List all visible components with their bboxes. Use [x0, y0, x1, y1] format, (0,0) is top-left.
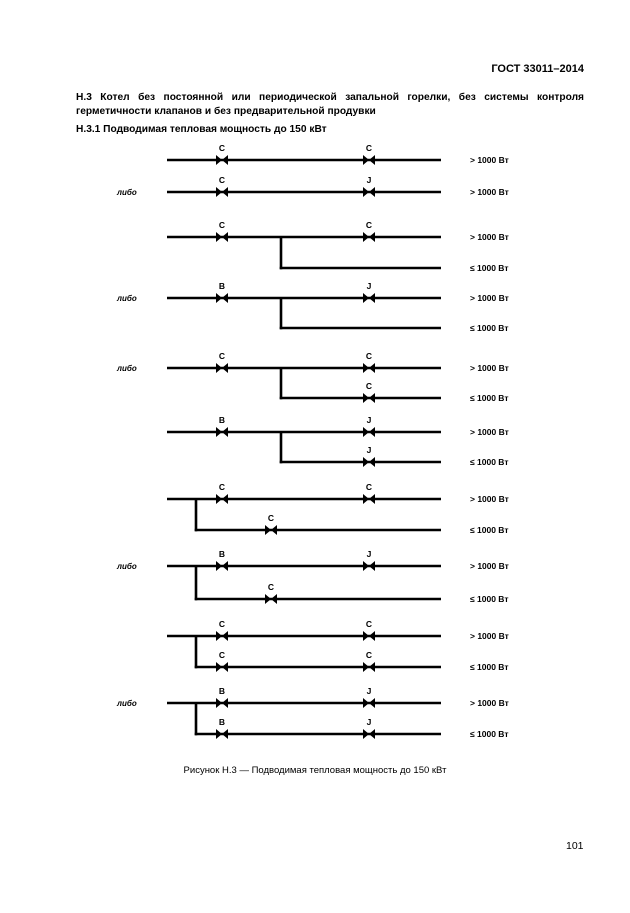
alt-label: либо — [116, 699, 137, 708]
power-label-low: ≤ 1000 Вт — [470, 393, 509, 403]
power-label-low: ≤ 1000 Вт — [470, 594, 509, 604]
valve-label: J — [367, 175, 372, 185]
valve-icon — [363, 427, 375, 437]
alt-label: либо — [116, 294, 137, 303]
valve-icon — [216, 187, 228, 197]
valve-icon — [216, 155, 228, 165]
valve-label: C — [366, 619, 372, 629]
valve-icon — [216, 232, 228, 242]
power-label-high: > 1000 Вт — [470, 187, 509, 197]
valve-label: C — [366, 482, 372, 492]
valve-label: B — [219, 415, 225, 425]
valve-icon — [363, 698, 375, 708]
valve-icon — [216, 698, 228, 708]
valve-label: J — [367, 415, 372, 425]
valve-icon — [216, 427, 228, 437]
power-label-low: ≤ 1000 Вт — [470, 729, 509, 739]
valve-icon — [363, 232, 375, 242]
valve-label: C — [366, 650, 372, 660]
valve-label: C — [219, 220, 225, 230]
power-label-high: > 1000 Вт — [470, 155, 509, 165]
power-label-low: ≤ 1000 Вт — [470, 263, 509, 273]
valve-label: C — [268, 513, 274, 523]
valve-label: J — [367, 717, 372, 727]
valve-icon — [216, 631, 228, 641]
valve-label: C — [219, 619, 225, 629]
valve-icon — [216, 662, 228, 672]
valve-icon — [363, 662, 375, 672]
power-label-high: > 1000 Вт — [470, 494, 509, 504]
power-label-high: > 1000 Вт — [470, 427, 509, 437]
valve-label: C — [366, 351, 372, 361]
valve-icon — [265, 594, 277, 604]
valve-icon — [363, 729, 375, 739]
valve-icon — [216, 561, 228, 571]
valve-label: C — [268, 582, 274, 592]
valve-label: B — [219, 281, 225, 291]
valve-label: C — [366, 220, 372, 230]
power-label-low: ≤ 1000 Вт — [470, 662, 509, 672]
valve-icon — [363, 631, 375, 641]
power-label-high: > 1000 Вт — [470, 232, 509, 242]
subsection-heading: Н.3.1 Подводимая тепловая мощность до 15… — [76, 124, 327, 135]
valve-label: C — [219, 175, 225, 185]
power-label-high: > 1000 Вт — [470, 631, 509, 641]
valve-label: C — [219, 143, 225, 153]
valve-label: B — [219, 717, 225, 727]
valve-label: C — [366, 143, 372, 153]
valve-icon — [363, 187, 375, 197]
valve-icon — [265, 525, 277, 535]
power-label-high: > 1000 Вт — [470, 293, 509, 303]
valve-label: B — [219, 549, 225, 559]
power-label-high: > 1000 Вт — [470, 561, 509, 571]
power-label-low: ≤ 1000 Вт — [470, 525, 509, 535]
document-id: ГОСТ 33011–2014 — [491, 63, 584, 75]
valve-icon — [363, 457, 375, 467]
valve-icon — [216, 729, 228, 739]
valve-label: J — [367, 445, 372, 455]
valve-label: C — [219, 482, 225, 492]
power-label-high: > 1000 Вт — [470, 363, 509, 373]
power-label-low: ≤ 1000 Вт — [470, 323, 509, 333]
valve-label: C — [219, 351, 225, 361]
valve-label: B — [219, 686, 225, 696]
alt-label: либо — [116, 364, 137, 373]
section-heading: Н.3 Котел без постоянной или периодическ… — [76, 92, 584, 117]
valve-icon — [363, 561, 375, 571]
figure-caption: Рисунок Н.3 — Подводимая тепловая мощнос… — [183, 765, 447, 776]
valve-icon — [216, 363, 228, 373]
valve-label: C — [219, 650, 225, 660]
valve-label: J — [367, 281, 372, 291]
valve-icon — [363, 393, 375, 403]
alt-label: либо — [116, 188, 137, 197]
valve-icon — [363, 494, 375, 504]
valve-label: C — [366, 381, 372, 391]
page-number: 101 — [566, 840, 584, 852]
valve-label: J — [367, 549, 372, 559]
valve-icon — [216, 293, 228, 303]
power-label-low: ≤ 1000 Вт — [470, 457, 509, 467]
alt-label: либо — [116, 562, 137, 571]
power-label-high: > 1000 Вт — [470, 698, 509, 708]
valve-icon — [216, 494, 228, 504]
valve-icon — [363, 155, 375, 165]
valve-icon — [363, 363, 375, 373]
valve-icon — [363, 293, 375, 303]
valve-label: J — [367, 686, 372, 696]
